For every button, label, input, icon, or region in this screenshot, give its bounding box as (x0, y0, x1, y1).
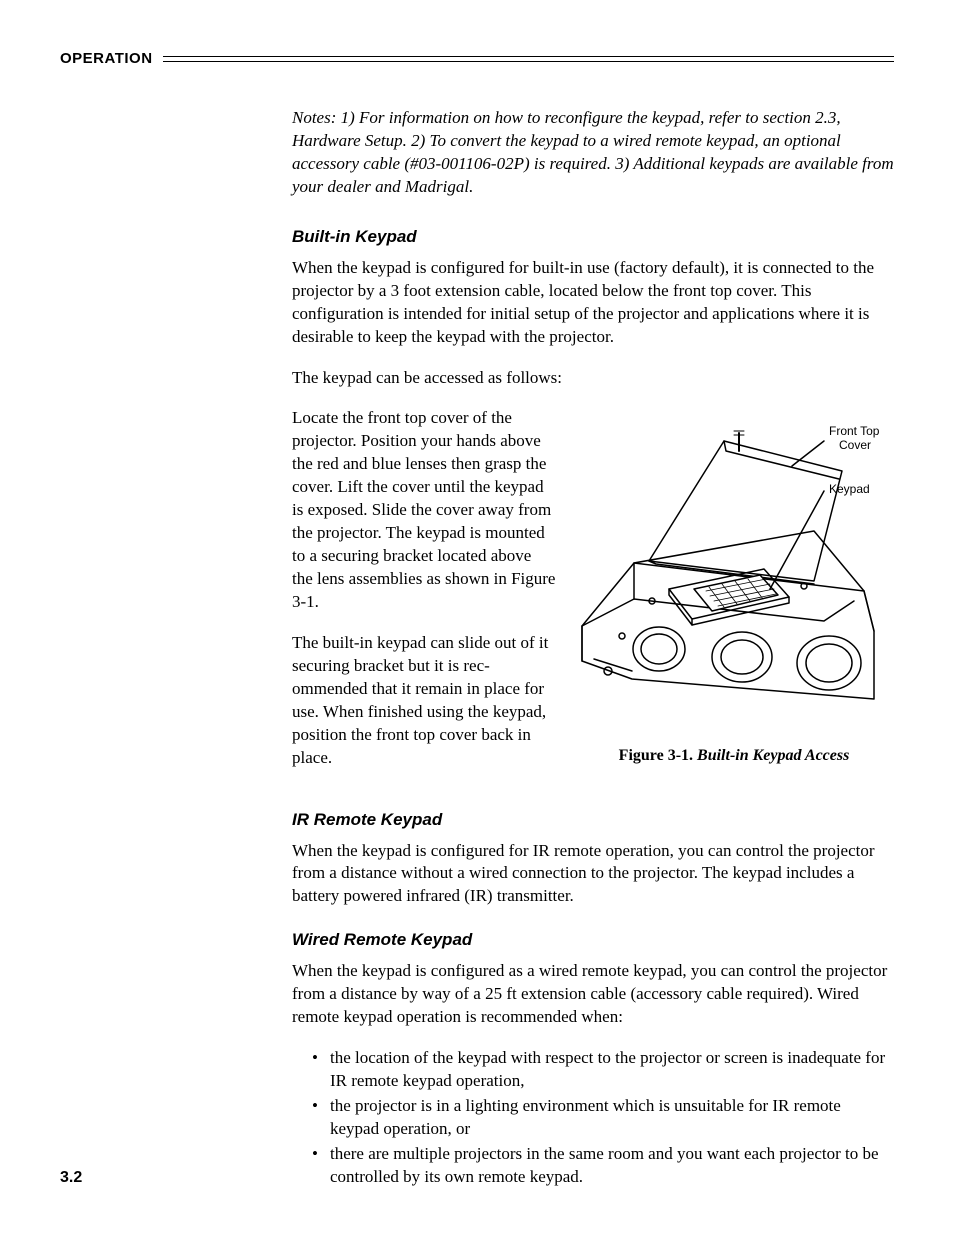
figure-caption-number: Figure 3-1. (619, 747, 697, 764)
wired-bullet-list: the location of the keypad with respect … (292, 1047, 894, 1189)
ir-keypad-heading: IR Remote Keypad (292, 810, 894, 830)
notes-paragraph: Notes: 1) For information on how to reco… (292, 107, 894, 199)
wired-p1: When the keypad is configured as a wired… (292, 960, 894, 1029)
figure-label-cover: Front Top (829, 424, 880, 438)
builtin-p2: The keypad can be accessed as follows: (292, 367, 894, 390)
page-number: 3.2 (60, 1169, 82, 1187)
list-item: the projector is in a lighting environme… (312, 1095, 894, 1141)
list-item: the location of the keypad with respect … (312, 1047, 894, 1093)
wired-keypad-heading: Wired Remote Keypad (292, 930, 894, 950)
builtin-keypad-heading: Built-in Keypad (292, 227, 894, 247)
figure-caption: Figure 3-1. Built-in Keypad Access (574, 747, 894, 765)
header-rule-icon (163, 56, 894, 62)
figure-label-cover-2: Cover (839, 438, 871, 452)
figure-label-keypad: Keypad (829, 482, 870, 496)
list-item: there are multiple projectors in the sam… (312, 1143, 894, 1189)
figure-3-1: Front Top Cover Keypad Figure 3-1. Built… (574, 411, 894, 765)
builtin-p1: When the keypad is configured for built-… (292, 257, 894, 349)
content-column: Notes: 1) For information on how to reco… (292, 107, 894, 1189)
ir-p1: When the keypad is configured for IR rem… (292, 840, 894, 909)
page-header: OPERATION (60, 50, 894, 67)
header-title: OPERATION (60, 50, 163, 67)
figure-caption-title: Built-in Keypad Access (697, 747, 849, 764)
